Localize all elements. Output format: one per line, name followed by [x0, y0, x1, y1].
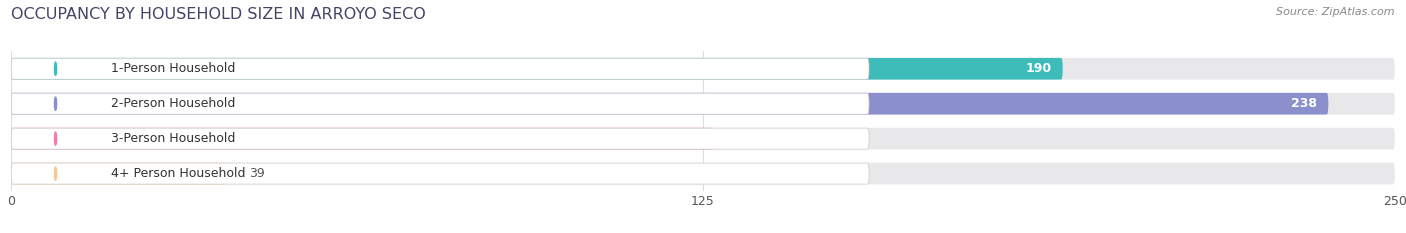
Text: 3-Person Household: 3-Person Household [111, 132, 235, 145]
Text: 4+ Person Household: 4+ Person Household [111, 167, 246, 180]
FancyBboxPatch shape [11, 163, 1395, 185]
FancyBboxPatch shape [11, 128, 1395, 150]
FancyBboxPatch shape [11, 128, 869, 149]
Circle shape [55, 62, 56, 75]
Circle shape [55, 167, 56, 180]
Text: 127: 127 [676, 132, 703, 145]
FancyBboxPatch shape [11, 163, 869, 184]
Text: 190: 190 [1025, 62, 1052, 75]
Text: OCCUPANCY BY HOUSEHOLD SIZE IN ARROYO SECO: OCCUPANCY BY HOUSEHOLD SIZE IN ARROYO SE… [11, 7, 426, 22]
FancyBboxPatch shape [11, 93, 1329, 115]
Text: Source: ZipAtlas.com: Source: ZipAtlas.com [1277, 7, 1395, 17]
FancyBboxPatch shape [11, 58, 869, 79]
Circle shape [55, 97, 56, 110]
FancyBboxPatch shape [11, 58, 1395, 80]
Text: 1-Person Household: 1-Person Household [111, 62, 235, 75]
FancyBboxPatch shape [11, 58, 1063, 80]
FancyBboxPatch shape [11, 93, 1395, 115]
Text: 238: 238 [1291, 97, 1317, 110]
Text: 39: 39 [249, 167, 264, 180]
FancyBboxPatch shape [11, 128, 714, 150]
FancyBboxPatch shape [11, 163, 228, 185]
Circle shape [55, 132, 56, 145]
FancyBboxPatch shape [11, 93, 869, 114]
Text: 2-Person Household: 2-Person Household [111, 97, 235, 110]
